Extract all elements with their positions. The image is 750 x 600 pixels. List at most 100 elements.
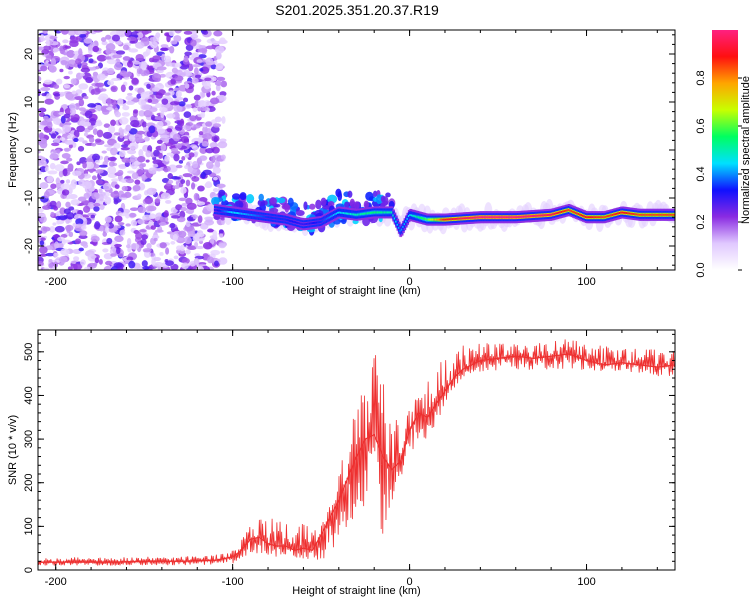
track-core — [664, 213, 667, 216]
noise-speck — [214, 80, 223, 86]
track-core — [617, 212, 620, 215]
noise-speck — [63, 113, 71, 119]
track-core — [412, 214, 415, 217]
track-core — [563, 210, 567, 213]
noise-speck — [132, 61, 141, 65]
track-core — [433, 218, 436, 221]
noise-speck — [219, 37, 226, 45]
noise-speck — [196, 201, 206, 206]
track-core — [443, 218, 446, 221]
noise-speck — [58, 170, 64, 178]
noise-speck — [164, 137, 170, 144]
track-core — [238, 212, 241, 215]
noise-speck — [42, 267, 50, 270]
spec-ytick-label: -10 — [23, 190, 35, 206]
track-core — [322, 219, 326, 222]
track-core — [337, 211, 340, 214]
track-core — [273, 217, 276, 220]
track-core — [291, 220, 295, 223]
track-core — [216, 209, 220, 212]
snr-frame — [37, 329, 676, 571]
noise-speck — [185, 197, 193, 205]
track-core — [637, 213, 640, 216]
noise-speck — [107, 156, 117, 161]
noise-speck — [87, 254, 97, 262]
track-core — [467, 217, 470, 220]
noise-speck — [65, 179, 71, 184]
noise-speck — [43, 79, 53, 85]
noise-speck — [38, 171, 42, 175]
track-core — [655, 213, 659, 216]
noise-speck — [159, 107, 168, 113]
noise-speck — [203, 100, 211, 107]
track-core — [283, 218, 286, 221]
noise-speck — [218, 257, 228, 265]
noise-speck — [141, 104, 152, 111]
snr-raw-trace — [38, 339, 675, 567]
track-core — [468, 216, 472, 219]
track-core — [453, 217, 456, 220]
noise-speck — [147, 98, 153, 103]
noise-speck — [95, 138, 102, 143]
track-core — [359, 213, 363, 216]
track-core — [330, 215, 333, 218]
noise-speck — [206, 161, 214, 169]
noise-speck — [205, 147, 215, 154]
noise-speck — [125, 100, 135, 105]
noise-speck — [76, 125, 85, 133]
track-core — [363, 212, 367, 215]
track-core — [600, 216, 603, 219]
noise-speck — [160, 44, 169, 48]
noise-speck — [191, 145, 199, 150]
noise-speck — [217, 141, 228, 149]
colorbar-tick-label: 0.6 — [695, 118, 707, 133]
track-core — [532, 215, 536, 217]
track-core — [586, 216, 589, 219]
noise-speck — [135, 41, 145, 49]
noise-speck — [151, 87, 160, 92]
noise-speck — [197, 215, 203, 224]
noise-speck — [83, 132, 88, 137]
track-core — [423, 217, 427, 220]
noise-speck — [108, 161, 115, 167]
noise-speck — [167, 179, 174, 184]
track-core — [215, 209, 218, 212]
track-core — [569, 209, 572, 212]
noise-speck — [148, 167, 157, 174]
noise-speck — [131, 77, 139, 85]
snr-ytick-label: 300 — [23, 430, 35, 448]
noise-speck — [220, 250, 225, 254]
noise-speck — [68, 103, 77, 111]
noise-speck — [126, 244, 131, 249]
track-core — [229, 211, 233, 214]
noise-speck — [90, 214, 96, 219]
track-core — [371, 211, 374, 214]
track-core — [233, 211, 237, 214]
track-core — [666, 213, 670, 216]
noise-speck — [156, 66, 167, 71]
track-core — [307, 222, 310, 225]
noise-speck — [179, 118, 185, 127]
noise-speck — [193, 124, 201, 129]
noise-speck — [190, 39, 197, 47]
track-core — [638, 213, 642, 216]
noise-speck — [72, 170, 82, 177]
track-core — [529, 215, 533, 218]
track-core — [557, 211, 561, 214]
noise-speck — [119, 116, 129, 125]
track-core — [447, 218, 451, 221]
noise-speck — [56, 201, 62, 209]
noise-speck — [50, 211, 55, 217]
noise-speck — [159, 252, 164, 256]
track-core — [538, 214, 541, 217]
track-core — [298, 222, 302, 225]
noise-speck — [184, 83, 190, 89]
track-core — [235, 211, 238, 214]
noise-speck — [144, 30, 152, 34]
track-core — [245, 213, 248, 216]
track-core — [463, 217, 466, 220]
track-core — [276, 217, 279, 220]
track-core — [287, 219, 291, 222]
track-core — [649, 213, 653, 216]
